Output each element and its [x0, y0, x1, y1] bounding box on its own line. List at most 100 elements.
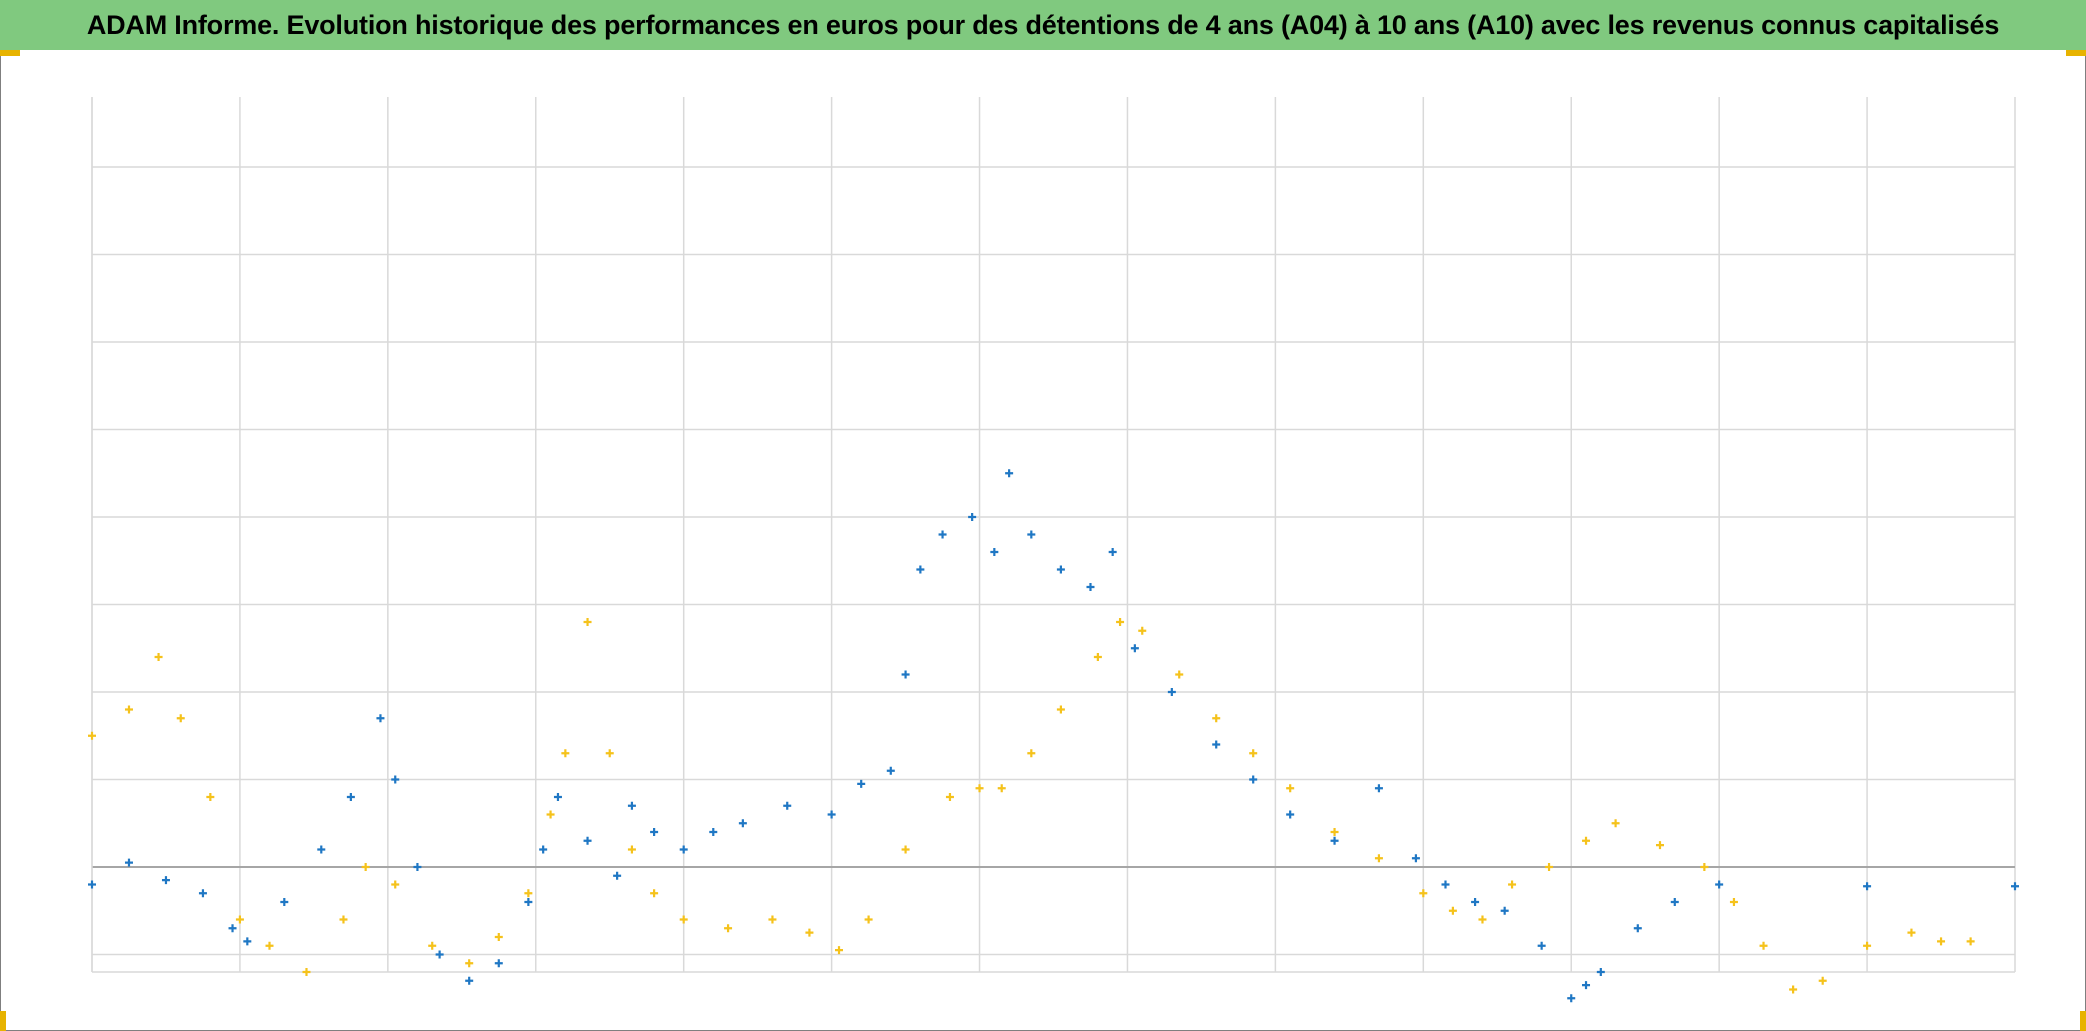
- series-2-point: [1863, 941, 1872, 950]
- series-1-point: [679, 845, 688, 854]
- series-1-point: [1086, 583, 1095, 591]
- series-1-point: [280, 898, 289, 906]
- series-2-point: [1249, 749, 1258, 758]
- series-2-point: [1655, 841, 1664, 850]
- series-1-point: [1056, 565, 1065, 574]
- series-2-point: [176, 714, 185, 723]
- series-1-point: [916, 565, 925, 574]
- series-1-point: [413, 863, 422, 871]
- series-2-point: [361, 863, 370, 871]
- series-1-point: [494, 959, 503, 968]
- series-1-point: [857, 779, 866, 788]
- series-2-point: [1175, 670, 1184, 679]
- series-1-point: [1286, 810, 1295, 819]
- series-2-point: [124, 705, 133, 714]
- series-2-point: [546, 810, 555, 819]
- series-1-point: [1108, 548, 1117, 556]
- series-1-point: [161, 876, 170, 885]
- series-1-point: [1596, 968, 1605, 976]
- series-2-point: [1138, 626, 1147, 635]
- series-2-point: [1286, 784, 1295, 793]
- series-2-point: [235, 915, 244, 924]
- series-2-point: [1759, 941, 1768, 950]
- series-1-point: [1411, 854, 1420, 863]
- series-2-point: [154, 653, 163, 661]
- series-2-point: [1330, 828, 1339, 836]
- series-2-point: [679, 915, 688, 924]
- series-1-point: [243, 937, 252, 946]
- series-1-point: [1633, 924, 1642, 933]
- frame-corner-top-left: [0, 50, 20, 56]
- series-2-point: [945, 793, 954, 801]
- series-2-point: [1582, 836, 1591, 845]
- series-1-point: [228, 924, 237, 933]
- series-1-point: [968, 513, 977, 521]
- series-2-point: [302, 968, 311, 976]
- series-1-point: [1130, 644, 1139, 653]
- series-1-point: [1567, 994, 1576, 1003]
- series-1-point: [886, 766, 895, 775]
- series-1-point: [1537, 941, 1546, 950]
- series-1-point: [346, 793, 355, 801]
- series-2-point: [1966, 937, 1975, 946]
- series-2-point: [1374, 854, 1383, 863]
- frame-corner-bottom-left: [0, 1011, 6, 1031]
- series-1-point: [1500, 906, 1509, 915]
- series-1-point: [901, 670, 910, 679]
- series-2-point: [583, 618, 592, 626]
- series-2-point: [1027, 749, 1036, 758]
- series-2-point: [724, 924, 733, 933]
- series-1-point: [1212, 740, 1221, 749]
- frame-corner-top-right: [2066, 50, 2086, 56]
- series-1-point: [124, 858, 133, 867]
- series-1-point: [2011, 882, 2019, 891]
- series-2-point: [88, 731, 96, 740]
- series-2-point: [901, 845, 910, 854]
- series-1-point: [391, 775, 400, 784]
- series-2-point: [339, 915, 348, 924]
- series-2-point: [1545, 863, 1554, 871]
- series-2-point: [1093, 653, 1102, 661]
- series-2-point: [627, 845, 636, 854]
- series-2-point: [1419, 889, 1428, 898]
- series-1-point: [539, 845, 548, 854]
- series-2-point: [1700, 863, 1709, 871]
- series-2-point: [465, 959, 474, 968]
- series-2-point: [1212, 714, 1221, 723]
- series-2-point: [975, 784, 984, 793]
- series-2-point: [391, 880, 400, 889]
- series-2-point: [805, 928, 814, 937]
- series-1-point: [1330, 836, 1339, 845]
- series-1-point: [317, 845, 326, 854]
- series-1-point: [465, 976, 474, 985]
- series-1-point: [1582, 981, 1591, 990]
- series-1-point: [783, 801, 792, 810]
- series-2-point: [1508, 880, 1517, 889]
- series-1-point: [553, 793, 562, 801]
- series-2-point: [206, 793, 215, 801]
- series-2-point: [265, 941, 274, 950]
- series-1-point: [1863, 882, 1872, 891]
- series-2-point: [428, 941, 437, 950]
- series-2-point: [1937, 937, 1946, 946]
- series-1-point: [738, 819, 747, 828]
- series-1-point: [627, 801, 636, 810]
- series-1-point: [1005, 469, 1014, 478]
- series-1-point: [198, 889, 207, 898]
- series-2-point: [1729, 898, 1738, 906]
- series-2-point: [835, 946, 844, 955]
- series-2-point: [864, 915, 873, 924]
- series-1: [88, 469, 2019, 1003]
- series-2-point: [1818, 976, 1827, 985]
- chart-title: ADAM Informe. Evolution historique des p…: [86, 9, 2000, 40]
- series-1-point: [1670, 898, 1679, 906]
- series-2-point: [1478, 915, 1487, 924]
- series-1-point: [990, 548, 999, 556]
- series-1-point: [1471, 898, 1480, 906]
- series-2-point: [1056, 705, 1065, 714]
- series-1-point: [435, 950, 444, 959]
- series-1-point: [88, 880, 96, 889]
- series-1-point: [376, 714, 385, 723]
- frame-corner-bottom-right: [2080, 1011, 2086, 1031]
